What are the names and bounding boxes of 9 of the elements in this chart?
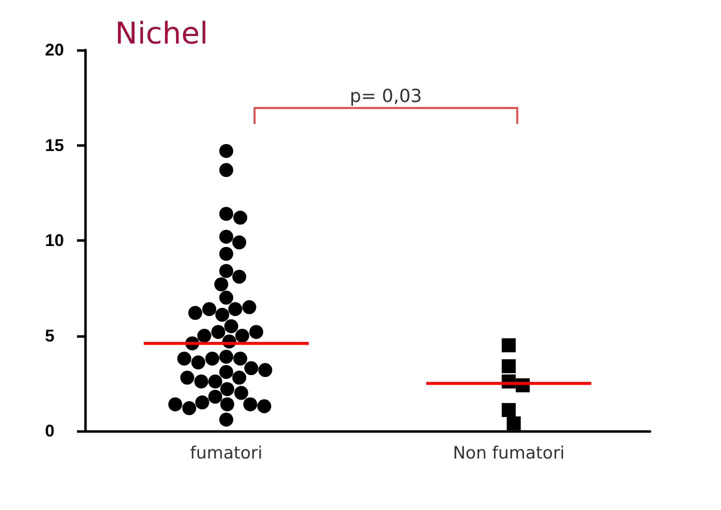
- y-tick-label: 10: [45, 231, 64, 250]
- x-tick-label: fumatori: [190, 444, 263, 464]
- chart-title: Nichel: [115, 16, 208, 52]
- annotation: p= 0,03: [350, 86, 422, 107]
- y-tick-label: 20: [45, 40, 64, 60]
- y-tick-label: 0: [45, 422, 54, 440]
- y-tick-label: 15: [45, 136, 64, 155]
- y-tick-label: 5: [45, 326, 54, 346]
- x-tick-label: Non fumatori: [452, 444, 565, 464]
